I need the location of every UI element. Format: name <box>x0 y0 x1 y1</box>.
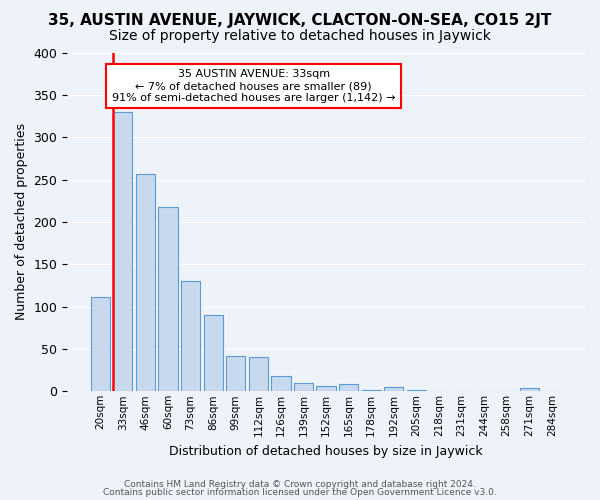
Bar <box>203 315 223 392</box>
Text: Contains HM Land Registry data © Crown copyright and database right 2024.: Contains HM Land Registry data © Crown c… <box>124 480 476 489</box>
Bar <box>136 174 155 392</box>
Bar <box>294 383 313 392</box>
Bar <box>91 298 110 392</box>
Bar <box>181 281 200 392</box>
Bar <box>249 358 268 392</box>
Y-axis label: Number of detached properties: Number of detached properties <box>15 124 28 320</box>
X-axis label: Distribution of detached houses by size in Jaywick: Distribution of detached houses by size … <box>169 444 483 458</box>
Bar <box>316 386 335 392</box>
Bar <box>339 384 358 392</box>
Bar <box>113 112 133 392</box>
Text: Contains public sector information licensed under the Open Government Licence v3: Contains public sector information licen… <box>103 488 497 497</box>
Bar <box>271 376 290 392</box>
Bar <box>407 390 426 392</box>
Text: Size of property relative to detached houses in Jaywick: Size of property relative to detached ho… <box>109 29 491 43</box>
Text: 35 AUSTIN AVENUE: 33sqm
← 7% of detached houses are smaller (89)
91% of semi-det: 35 AUSTIN AVENUE: 33sqm ← 7% of detached… <box>112 70 395 102</box>
Bar <box>362 390 381 392</box>
Text: 35, AUSTIN AVENUE, JAYWICK, CLACTON-ON-SEA, CO15 2JT: 35, AUSTIN AVENUE, JAYWICK, CLACTON-ON-S… <box>49 12 551 28</box>
Bar <box>158 206 178 392</box>
Bar <box>520 388 539 392</box>
Bar <box>226 356 245 392</box>
Bar <box>384 387 403 392</box>
